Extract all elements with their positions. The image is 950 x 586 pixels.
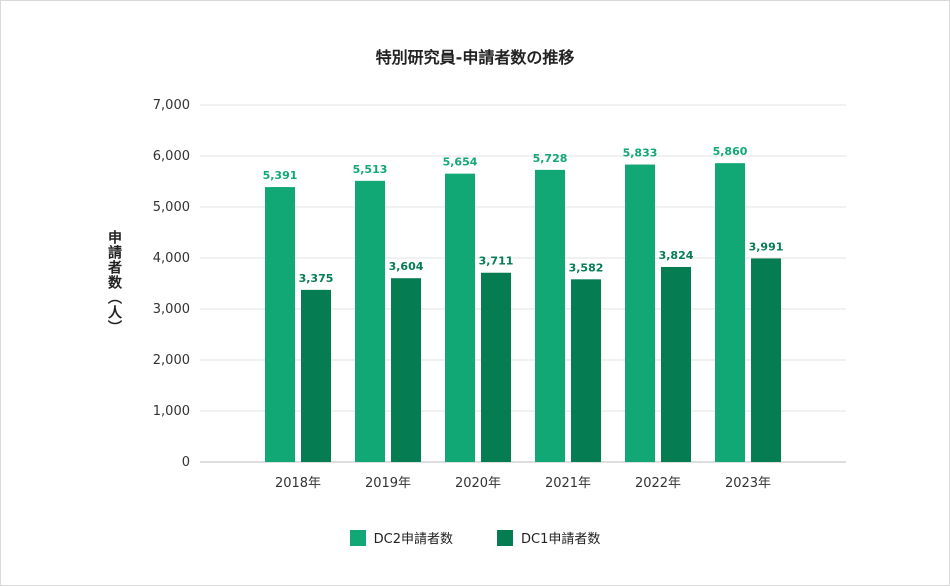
y-tick-label: 6,000 <box>153 149 190 164</box>
data-label: 5,654 <box>443 156 478 169</box>
data-label: 3,582 <box>569 261 604 274</box>
bar-dc2 <box>535 169 565 462</box>
data-label: 3,711 <box>479 255 514 268</box>
legend-label-dc1: DC1申請者数 <box>521 532 601 547</box>
data-label: 3,824 <box>659 249 694 262</box>
chart-title: 特別研究員-申請者数の推移 <box>375 48 575 67</box>
x-tick-label: 2023年 <box>725 476 771 491</box>
y-axis-label: 申請者数（人） <box>106 230 122 335</box>
data-label: 5,833 <box>623 147 658 160</box>
data-label: 3,604 <box>389 260 424 273</box>
y-tick-label: 7,000 <box>153 98 190 113</box>
y-tick-label: 0 <box>182 455 190 470</box>
bar-dc1 <box>301 289 331 462</box>
bar-dc2 <box>265 187 295 462</box>
bar-dc1 <box>481 272 511 462</box>
bar-dc1 <box>391 278 421 462</box>
y-tick-label: 2,000 <box>153 353 190 368</box>
legend-swatch-dc2 <box>349 529 366 546</box>
legend-item-dc2: DC2申請者数 <box>349 528 453 547</box>
bar-dc2 <box>355 180 385 462</box>
x-tick-label: 2018年 <box>275 476 321 491</box>
bar-dc2 <box>715 163 745 462</box>
data-label: 3,375 <box>299 272 334 285</box>
y-tick-label: 5,000 <box>153 200 190 215</box>
bar-dc2 <box>445 173 475 462</box>
y-tick-label: 3,000 <box>153 302 190 317</box>
bar-dc1 <box>661 266 691 462</box>
legend-swatch-dc1 <box>497 529 513 546</box>
x-tick-label: 2020年 <box>455 476 501 491</box>
data-label: 5,513 <box>353 163 388 176</box>
bar-dc1 <box>751 258 781 462</box>
y-tick-label: 4,000 <box>153 251 190 266</box>
data-label: 5,391 <box>263 169 298 182</box>
data-label: 3,991 <box>749 240 784 253</box>
bar-dc2 <box>625 164 655 462</box>
legend-label-dc2: DC2申請者数 <box>373 532 453 547</box>
y-tick-label: 1,000 <box>153 404 190 419</box>
legend: DC2申請者数 DC1申請者数 <box>0 528 950 547</box>
x-tick-label: 2021年 <box>545 476 591 491</box>
x-tick-label: 2019年 <box>365 476 411 491</box>
legend-item-dc1: DC1申請者数 <box>497 528 600 547</box>
x-tick-label: 2022年 <box>635 476 681 491</box>
data-label: 5,728 <box>533 152 568 165</box>
data-label: 5,860 <box>713 145 748 158</box>
bar-dc1 <box>571 279 601 462</box>
